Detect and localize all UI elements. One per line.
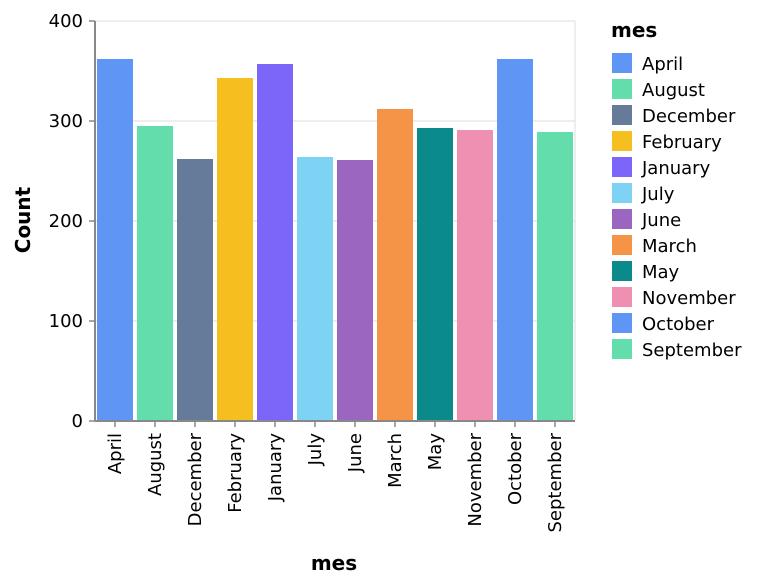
bar-march xyxy=(377,109,413,421)
bars xyxy=(97,59,573,421)
legend-label: December xyxy=(642,106,736,127)
legend-label: October xyxy=(642,314,715,335)
legend-label: April xyxy=(642,54,683,75)
x-axis-ticks: April August December February January July Ju… xyxy=(105,421,566,533)
legend-swatch xyxy=(612,105,632,125)
x-tick-label: August xyxy=(145,433,166,496)
legend-swatch xyxy=(612,209,632,229)
legend-swatch xyxy=(612,339,632,359)
y-axis-ticks: 0 100 200 300 400 xyxy=(49,11,95,432)
legend-swatch xyxy=(612,287,632,307)
y-tick-label: 100 xyxy=(49,311,83,332)
x-axis-title: mes xyxy=(311,551,357,575)
x-tick-label: June xyxy=(345,433,366,473)
legend-swatch xyxy=(612,157,632,177)
legend-label: July xyxy=(641,184,675,205)
bar-september xyxy=(537,132,573,421)
legend-swatch xyxy=(612,53,632,73)
legend-label: August xyxy=(642,80,705,101)
y-tick-label: 0 xyxy=(72,411,83,432)
legend-swatch xyxy=(612,261,632,281)
legend-label: March xyxy=(642,236,697,257)
y-tick-label: 400 xyxy=(49,11,83,32)
legend-label: September xyxy=(642,340,742,361)
legend-swatch xyxy=(612,131,632,151)
x-tick-label: March xyxy=(385,433,406,488)
legend-swatch xyxy=(612,79,632,99)
x-tick-label: May xyxy=(425,433,446,471)
legend-swatch xyxy=(612,313,632,333)
bar-april xyxy=(97,59,133,421)
bar-january xyxy=(257,64,293,421)
bar-october xyxy=(497,59,533,421)
x-tick-label: April xyxy=(105,433,126,474)
x-tick-label: July xyxy=(305,433,326,467)
x-tick-label: December xyxy=(185,432,206,526)
x-tick-label: September xyxy=(545,432,566,532)
legend-swatch xyxy=(612,183,632,203)
legend-label: November xyxy=(642,288,736,309)
x-tick-label: January xyxy=(265,433,286,503)
legend-label: June xyxy=(641,210,681,231)
legend-label: May xyxy=(642,262,680,283)
y-tick-label: 300 xyxy=(49,111,83,132)
bar-august xyxy=(137,126,173,421)
bar-july xyxy=(297,157,333,421)
legend-label: January xyxy=(641,158,711,179)
legend: mes April August December February January Ju… xyxy=(611,18,742,361)
y-axis-title: Count xyxy=(11,186,35,253)
x-tick-label: November xyxy=(465,432,486,526)
bar-november xyxy=(457,130,493,421)
legend-title: mes xyxy=(611,18,657,42)
y-tick-label: 200 xyxy=(49,211,83,232)
x-tick-label: February xyxy=(225,433,246,513)
legend-label: February xyxy=(642,132,722,153)
x-tick-label: October xyxy=(505,432,526,505)
bar-february xyxy=(217,78,253,421)
bar-may xyxy=(417,128,453,421)
bar-december xyxy=(177,159,213,421)
legend-swatch xyxy=(612,235,632,255)
bar-june xyxy=(337,160,373,421)
